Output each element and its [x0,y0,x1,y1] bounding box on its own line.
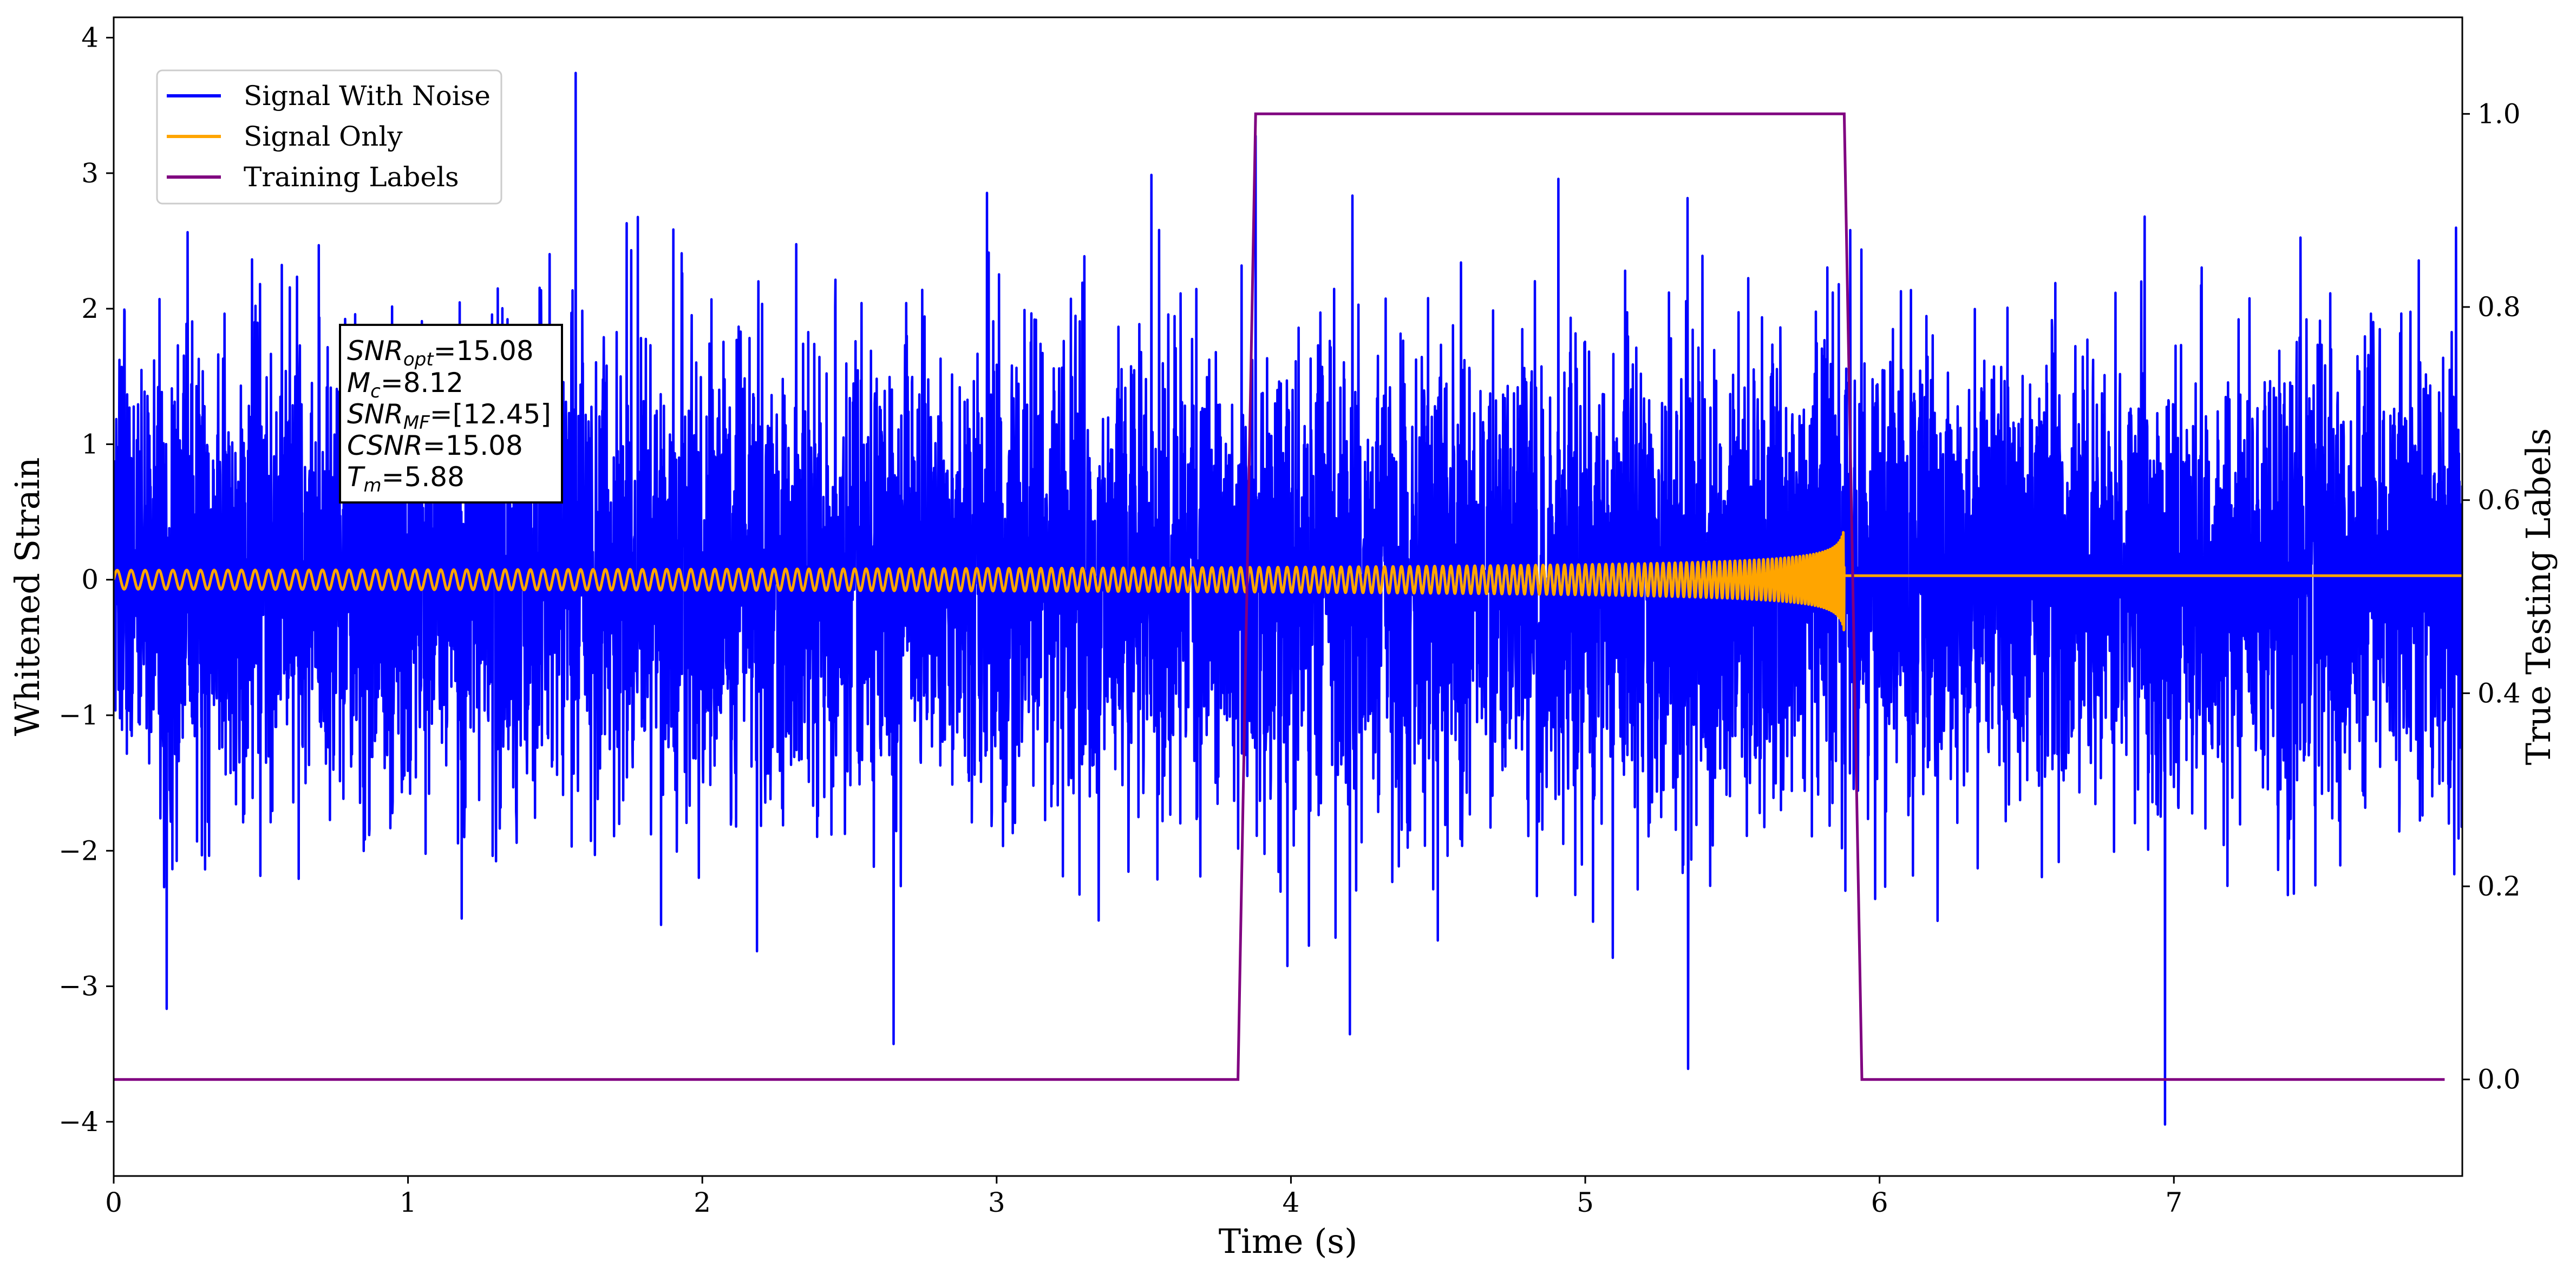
legend-entry-training-labels: Training Labels [167,161,459,193]
series-signal-only-line [114,531,2462,632]
x-tick-label: 5 [1577,1187,1594,1218]
y-left-tick-label: −2 [58,835,99,866]
annotation-chirp-mass: Mc=8.12 [347,367,463,402]
y-right-tick-label: 0.8 [2477,291,2521,323]
x-tick-label: 4 [1283,1187,1300,1218]
series-layer [114,71,2462,1126]
y-left-tick-label: 1 [81,428,99,460]
series-signal-with-noise-line [114,71,2462,1126]
plot-frame [113,16,2463,1177]
legend-box [156,69,502,205]
x-tick-label: 0 [105,1187,122,1218]
legend-entry-signal-only: Signal Only [167,121,403,152]
y-right-tick-label: 0.0 [2477,1064,2521,1095]
y-left-tick-label: −4 [58,1106,99,1138]
series-training-labels-line [114,112,2445,1081]
x-axis-title: Time (s) [1219,1221,1358,1261]
annotation-merger-time: Tm=5.88 [347,461,465,496]
annotation-csnr: CSNR=15.08 [347,430,523,461]
x-tick-label: 7 [2165,1187,2182,1218]
annotation-box: SNRopt=15.08 Mc=8.12 SNRMF=[12.45] CSNR=… [339,324,563,504]
y-axis-left-title: Whitened Strain [8,458,47,736]
annotation-snr-opt: SNRopt=15.08 [347,335,534,370]
annotation-snr-mf: SNRMF=[12.45] [347,398,551,434]
legend-label-signal-with-noise: Signal With Noise [244,80,491,112]
legend-entry-signal-with-noise: Signal With Noise [167,80,491,112]
y-axis-left: −4 −3 −2 −1 0 1 2 3 4 [58,22,114,1138]
y-left-tick-label: −1 [58,700,99,731]
y-right-tick-label: 0.6 [2477,485,2521,516]
x-tick-label: 6 [1871,1187,1888,1218]
y-right-tick-label: 1.0 [2477,98,2521,129]
y-left-tick-label: −3 [58,971,99,1002]
y-left-tick-label: 3 [81,158,99,189]
y-right-tick-label: 0.2 [2477,871,2521,902]
x-tick-label: 1 [400,1187,417,1218]
y-left-tick-label: 4 [81,22,99,54]
legend: Signal With Noise Signal Only Training L… [156,69,502,205]
legend-label-signal-only: Signal Only [244,121,403,152]
x-axis: 0 1 2 3 4 5 6 7 [105,1176,2182,1218]
y-axis-right-title: True Testing Labels [2519,428,2558,766]
y-axis-right: 0.0 0.2 0.4 0.6 0.8 1.0 [2462,98,2521,1095]
x-tick-label: 2 [694,1187,711,1218]
x-tick-label: 3 [988,1187,1005,1218]
annotation-frame [339,324,563,504]
legend-label-training-labels: Training Labels [244,161,459,193]
y-left-tick-label: 2 [81,293,99,324]
y-left-tick-label: 0 [81,564,99,596]
y-right-tick-label: 0.4 [2477,677,2521,709]
